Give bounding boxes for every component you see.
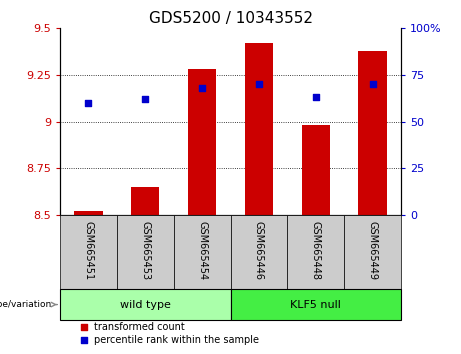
Bar [301,125,330,215]
Point [85,100,92,106]
Text: GSM665451: GSM665451 [83,221,94,280]
Text: KLF5 null: KLF5 null [290,299,341,309]
Point [142,96,149,102]
Bar [344,215,401,289]
Point [198,85,206,91]
Bar [230,289,401,320]
Bar [358,51,387,215]
Bar [188,69,216,215]
Title: GDS5200 / 10343552: GDS5200 / 10343552 [148,11,313,26]
Bar [174,215,230,289]
Bar [287,215,344,289]
Bar [245,43,273,215]
Bar [131,187,160,215]
Bar [74,211,102,215]
Text: GSM665449: GSM665449 [367,221,378,280]
Point [80,337,88,343]
Text: wild type: wild type [120,299,171,309]
Text: genotype/variation: genotype/variation [0,300,57,309]
Text: GSM665448: GSM665448 [311,221,321,280]
Text: percentile rank within the sample: percentile rank within the sample [94,335,259,345]
Text: GSM665454: GSM665454 [197,221,207,280]
Bar [60,215,117,289]
Text: GSM665453: GSM665453 [140,221,150,280]
Bar [230,215,287,289]
Point [80,324,88,330]
Text: GSM665446: GSM665446 [254,221,264,280]
Bar [117,215,174,289]
Point [369,81,376,87]
Text: transformed count: transformed count [94,321,185,332]
Bar [60,289,230,320]
Point [255,81,263,87]
Point [312,95,319,100]
